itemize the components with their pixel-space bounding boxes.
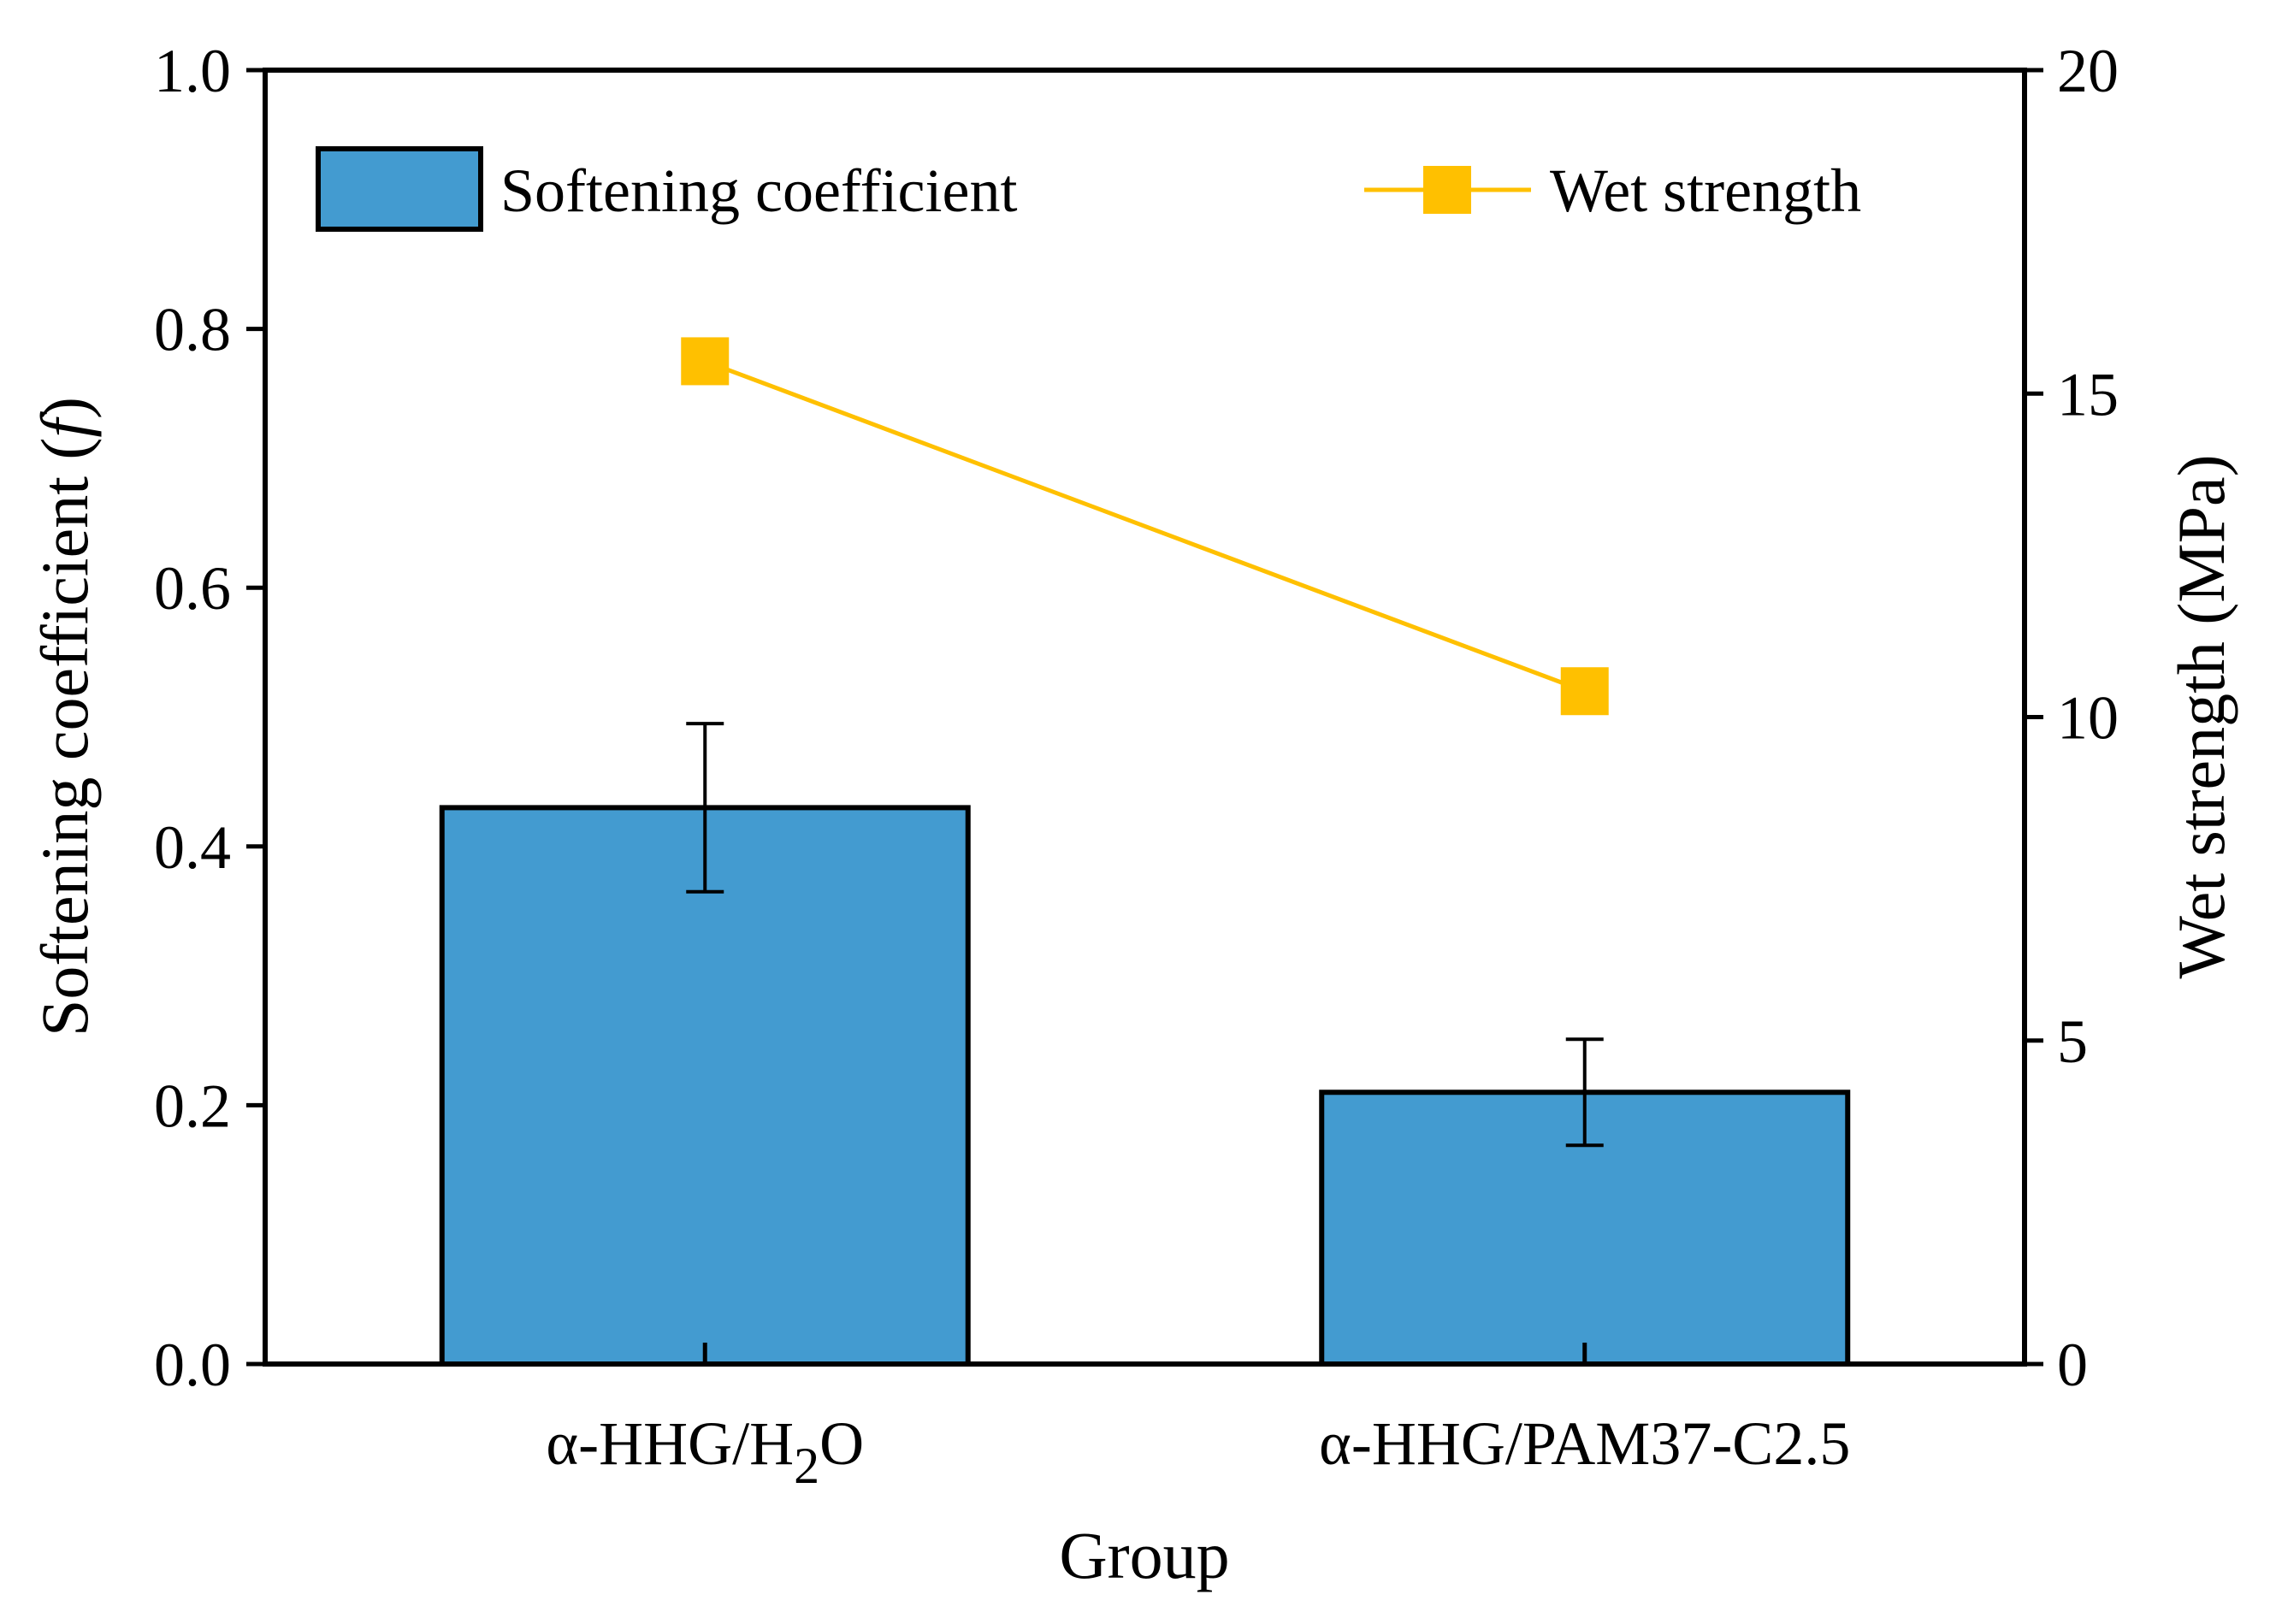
left-axis-title: Softening coefficient (f) [27, 397, 102, 1036]
left-tick-label: 0.2 [154, 1072, 231, 1140]
right-axis-ticks: 0 5 10 15 20 [2025, 37, 2119, 1399]
bar-1 [439, 805, 971, 1367]
left-tick-label: 0.0 [154, 1331, 231, 1399]
x-axis-title: Group [1059, 1518, 1229, 1592]
line-layer [681, 337, 1609, 716]
right-tick-label: 0 [2057, 1331, 2088, 1399]
wet-strength-line [704, 359, 1586, 694]
x-tick-label: α-HHG/H2O [546, 1409, 864, 1494]
legend-line-marker [1423, 166, 1471, 214]
right-tick-label: 15 [2057, 360, 2119, 428]
error-bar-1 [686, 722, 724, 894]
left-axis-ticks: 0.0 0.2 0.4 0.6 0.8 1.0 [154, 37, 265, 1399]
right-axis-title: Wet strength (MPa) [2164, 454, 2238, 978]
legend: Softening coefficient Wet strength [316, 146, 1861, 232]
wet-strength-point-1 [681, 337, 730, 386]
legend-line-label: Wet strength [1550, 156, 1861, 225]
right-tick-label: 20 [2057, 37, 2119, 105]
left-tick-label: 0.4 [154, 813, 231, 882]
left-tick-label: 0.6 [154, 554, 231, 623]
legend-bar-swatch [316, 146, 483, 232]
legend-bar-label: Softening coefficient [500, 156, 1017, 225]
right-tick-label: 5 [2057, 1007, 2088, 1076]
x-tick-label: α-HHG/PAM37-C2.5 [1319, 1409, 1850, 1478]
right-tick-label: 10 [2057, 684, 2119, 753]
x-axis-ticks: α-HHG/H2O α-HHG/PAM37-C2.5 [546, 1343, 1850, 1494]
error-bar-2 [1565, 1037, 1604, 1148]
bars-layer [439, 722, 1851, 1367]
wet-strength-point-2 [1560, 667, 1609, 716]
left-tick-label: 1.0 [154, 37, 231, 105]
left-tick-label: 0.8 [154, 296, 231, 364]
